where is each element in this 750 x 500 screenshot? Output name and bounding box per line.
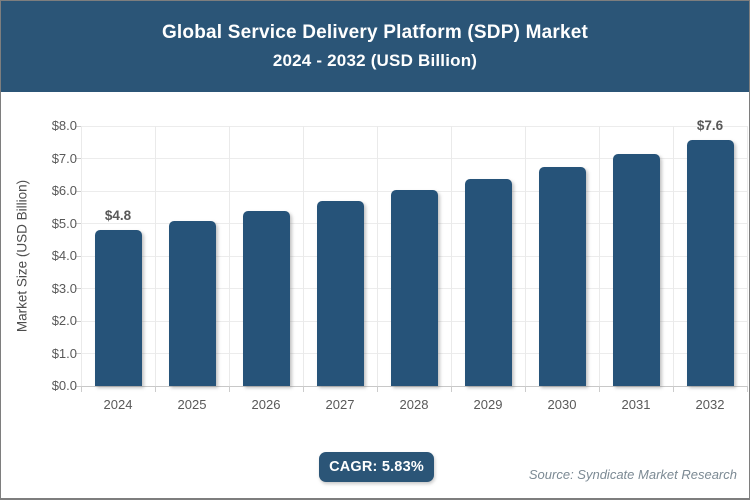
x-tick-mark (80, 386, 82, 392)
bar-2030 (538, 166, 586, 386)
chart-header: Global Service Delivery Platform (SDP) M… (1, 1, 749, 92)
bar-value-label: $7.6 (696, 118, 724, 134)
y-tick-label: $2.0 (51, 313, 77, 328)
bar-2027 (316, 201, 364, 386)
gridline-vertical (154, 126, 156, 386)
x-tick-mark (302, 386, 304, 392)
x-tick-mark (228, 386, 230, 392)
x-tick-label: 2030 (547, 397, 577, 412)
gridline-vertical (302, 126, 304, 386)
x-tick-label: 2031 (621, 397, 651, 412)
plot-area (75, 125, 748, 392)
bar-2029 (464, 178, 512, 386)
y-tick-mark (75, 158, 81, 159)
y-tick-label: $1.0 (51, 345, 77, 361)
bar-2026 (242, 211, 290, 386)
gridline-vertical (376, 126, 378, 386)
gridline-vertical (450, 126, 452, 386)
gridline-horizontal (81, 125, 747, 127)
bar-2031 (612, 153, 660, 386)
x-tick-mark (524, 386, 526, 392)
x-tick-mark (672, 386, 674, 392)
y-tick-label: $8.0 (51, 118, 77, 133)
y-tick-mark (75, 223, 81, 224)
y-tick-label: $3.0 (51, 280, 77, 296)
y-tick-mark (75, 288, 81, 289)
y-tick-mark (75, 190, 81, 192)
bar-2028 (390, 190, 438, 386)
x-tick-label: 2029 (473, 397, 503, 412)
y-tick-mark (75, 320, 81, 322)
gridline-vertical (524, 126, 526, 386)
y-tick-label: $0.0 (51, 378, 77, 393)
gridline-vertical (228, 126, 230, 386)
y-tick-mark (75, 255, 81, 257)
gridline-vertical (80, 126, 82, 386)
y-tick-mark (75, 385, 81, 387)
y-tick-mark (75, 125, 81, 127)
y-tick-label: $5.0 (51, 215, 77, 231)
x-tick-mark (450, 386, 452, 392)
x-tick-mark (376, 386, 378, 392)
x-tick-mark (746, 386, 748, 392)
bar-2024 (94, 230, 142, 386)
cagr-badge: CAGR: 5.83% (319, 452, 434, 482)
gridline-horizontal (81, 158, 747, 159)
x-tick-label: 2025 (177, 397, 207, 412)
y-tick-mark (75, 353, 81, 354)
gridline-vertical (672, 126, 674, 386)
y-tick-label: $6.0 (51, 183, 77, 198)
x-tick-label: 2027 (325, 397, 355, 412)
y-tick-label: $4.0 (51, 248, 77, 263)
x-tick-label: 2028 (399, 397, 429, 412)
bar-value-label: $4.8 (104, 208, 132, 223)
chart-title: Global Service Delivery Platform (SDP) M… (161, 22, 589, 43)
x-tick-label: 2024 (103, 397, 133, 412)
chart-subtitle: 2024 - 2032 (USD Billion) (272, 51, 478, 70)
gridline-horizontal (81, 385, 747, 387)
source-text: Source: Syndicate Market Research (528, 467, 737, 482)
x-tick-mark (154, 386, 156, 392)
x-tick-label: 2032 (695, 397, 725, 412)
x-tick-mark (598, 386, 600, 392)
gridline-vertical (746, 126, 748, 386)
bar-2032 (686, 140, 734, 386)
gridline-vertical (598, 126, 600, 386)
bar-2025 (168, 220, 216, 386)
y-tick-label: $7.0 (51, 150, 77, 166)
x-tick-label: 2026 (251, 397, 281, 412)
